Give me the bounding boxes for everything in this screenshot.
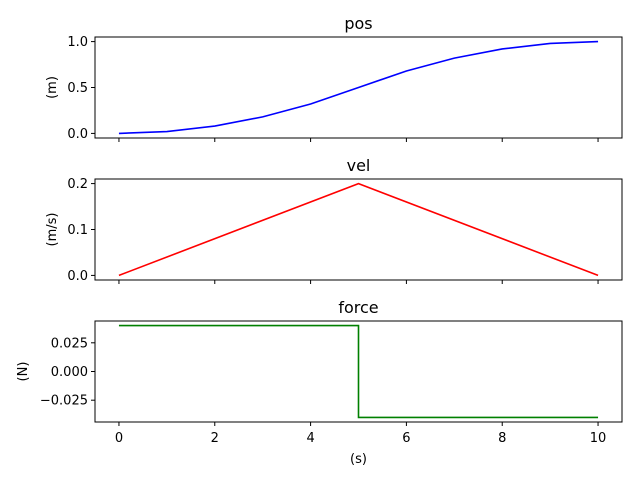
chart-pos-series-line — [118, 40, 599, 135]
chart-vel-ylabel: (m/s) — [45, 213, 60, 247]
chart-vel-axes-frame — [94, 178, 623, 281]
chart-pos-ytick-label: 1.0 — [67, 35, 88, 50]
chart-vel-ytick-label: 0.0 — [67, 269, 88, 284]
chart-vel-series-line — [118, 182, 599, 277]
chart-force-xtick-label: 2 — [211, 431, 219, 446]
chart-force-ytick-label: −0.025 — [40, 394, 88, 409]
chart-force-ytick-label: 0.025 — [51, 336, 88, 351]
chart-vel-title: vel — [347, 156, 371, 175]
chart-pos-title: pos — [344, 14, 372, 33]
chart-force-xtick-label: 4 — [306, 431, 314, 446]
chart-force-ytick-label: 0.000 — [51, 365, 88, 380]
chart-vel-ytick-label: 0.2 — [67, 177, 88, 192]
chart-pos-ylabel: (m) — [45, 76, 60, 99]
chart-vel-ytick-label: 0.1 — [67, 223, 88, 238]
chart-force-series-line — [118, 324, 599, 419]
chart-pos-ytick-label: 0.0 — [67, 127, 88, 142]
chart-force-xlabel: (s) — [350, 452, 367, 467]
chart-force-xtick-label: 10 — [590, 431, 607, 446]
chart-force-ylabel: (N) — [16, 362, 31, 382]
chart-force-title: force — [338, 298, 378, 317]
chart-force-xtick-label: 8 — [498, 431, 506, 446]
chart-pos-ytick-label: 0.5 — [67, 81, 88, 96]
chart-force-xtick-label: 6 — [402, 431, 410, 446]
chart-force-xtick-label: 0 — [115, 431, 123, 446]
